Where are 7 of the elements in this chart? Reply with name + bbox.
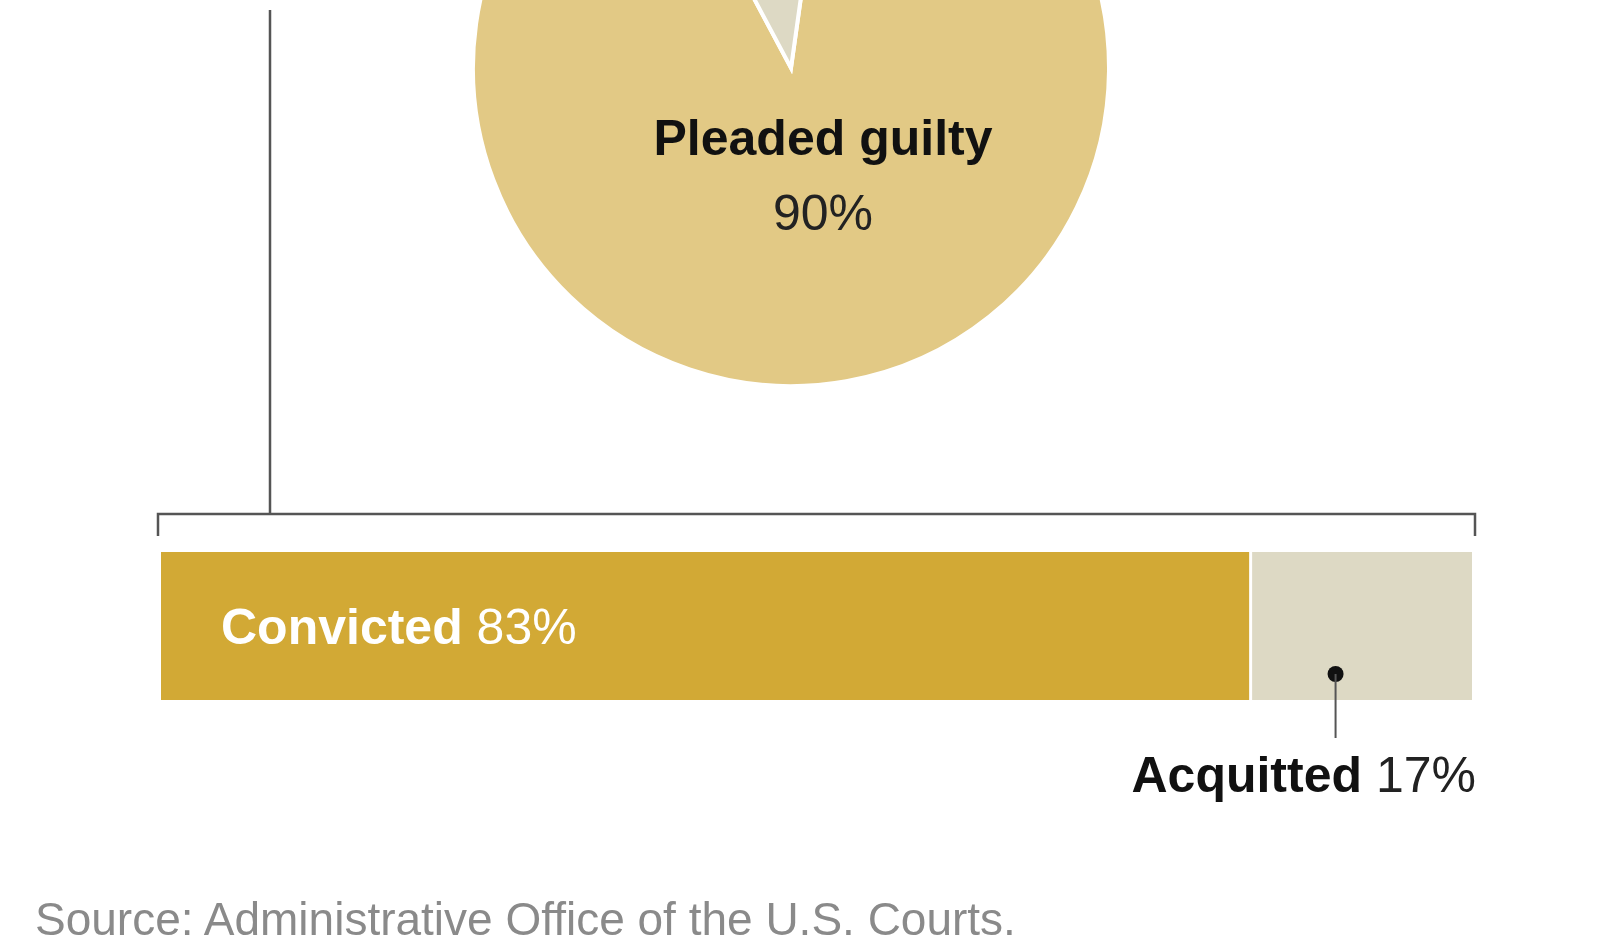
slice-label: Pleaded guilty bbox=[653, 110, 993, 166]
data-label: 90% bbox=[772, 185, 874, 241]
data-label: 17% bbox=[1375, 747, 1476, 803]
source-note: Source: Administrative Office of the U.S. Courts. bbox=[35, 893, 1016, 941]
series-label: Convicted bbox=[221, 599, 477, 655]
series-label: Acquitted bbox=[1131, 747, 1376, 803]
data-label: 83% bbox=[476, 599, 577, 655]
